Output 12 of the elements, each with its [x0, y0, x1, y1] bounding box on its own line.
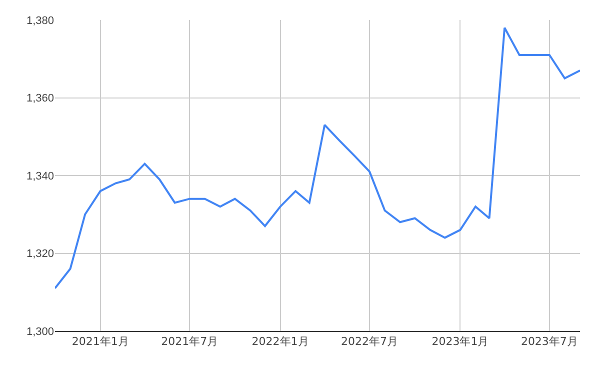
- x-tick-label: 2021年7月: [161, 335, 218, 348]
- x-tick-label: 2021年1月: [72, 335, 129, 348]
- y-tick-label: 1,360: [26, 92, 54, 105]
- x-tick-label: 2023年1月: [432, 335, 489, 348]
- x-tick-label: 2022年1月: [252, 335, 309, 348]
- y-tick-label: 1,340: [26, 170, 54, 182]
- y-tick-label: 1,380: [26, 14, 54, 27]
- x-tick-label: 2022年7月: [341, 335, 398, 348]
- x-tick-label: 2023年7月: [520, 335, 578, 348]
- y-tick-label: 1,320: [26, 248, 54, 260]
- y-tick-label: 1,300: [26, 326, 54, 338]
- line-series: [55, 26, 580, 290]
